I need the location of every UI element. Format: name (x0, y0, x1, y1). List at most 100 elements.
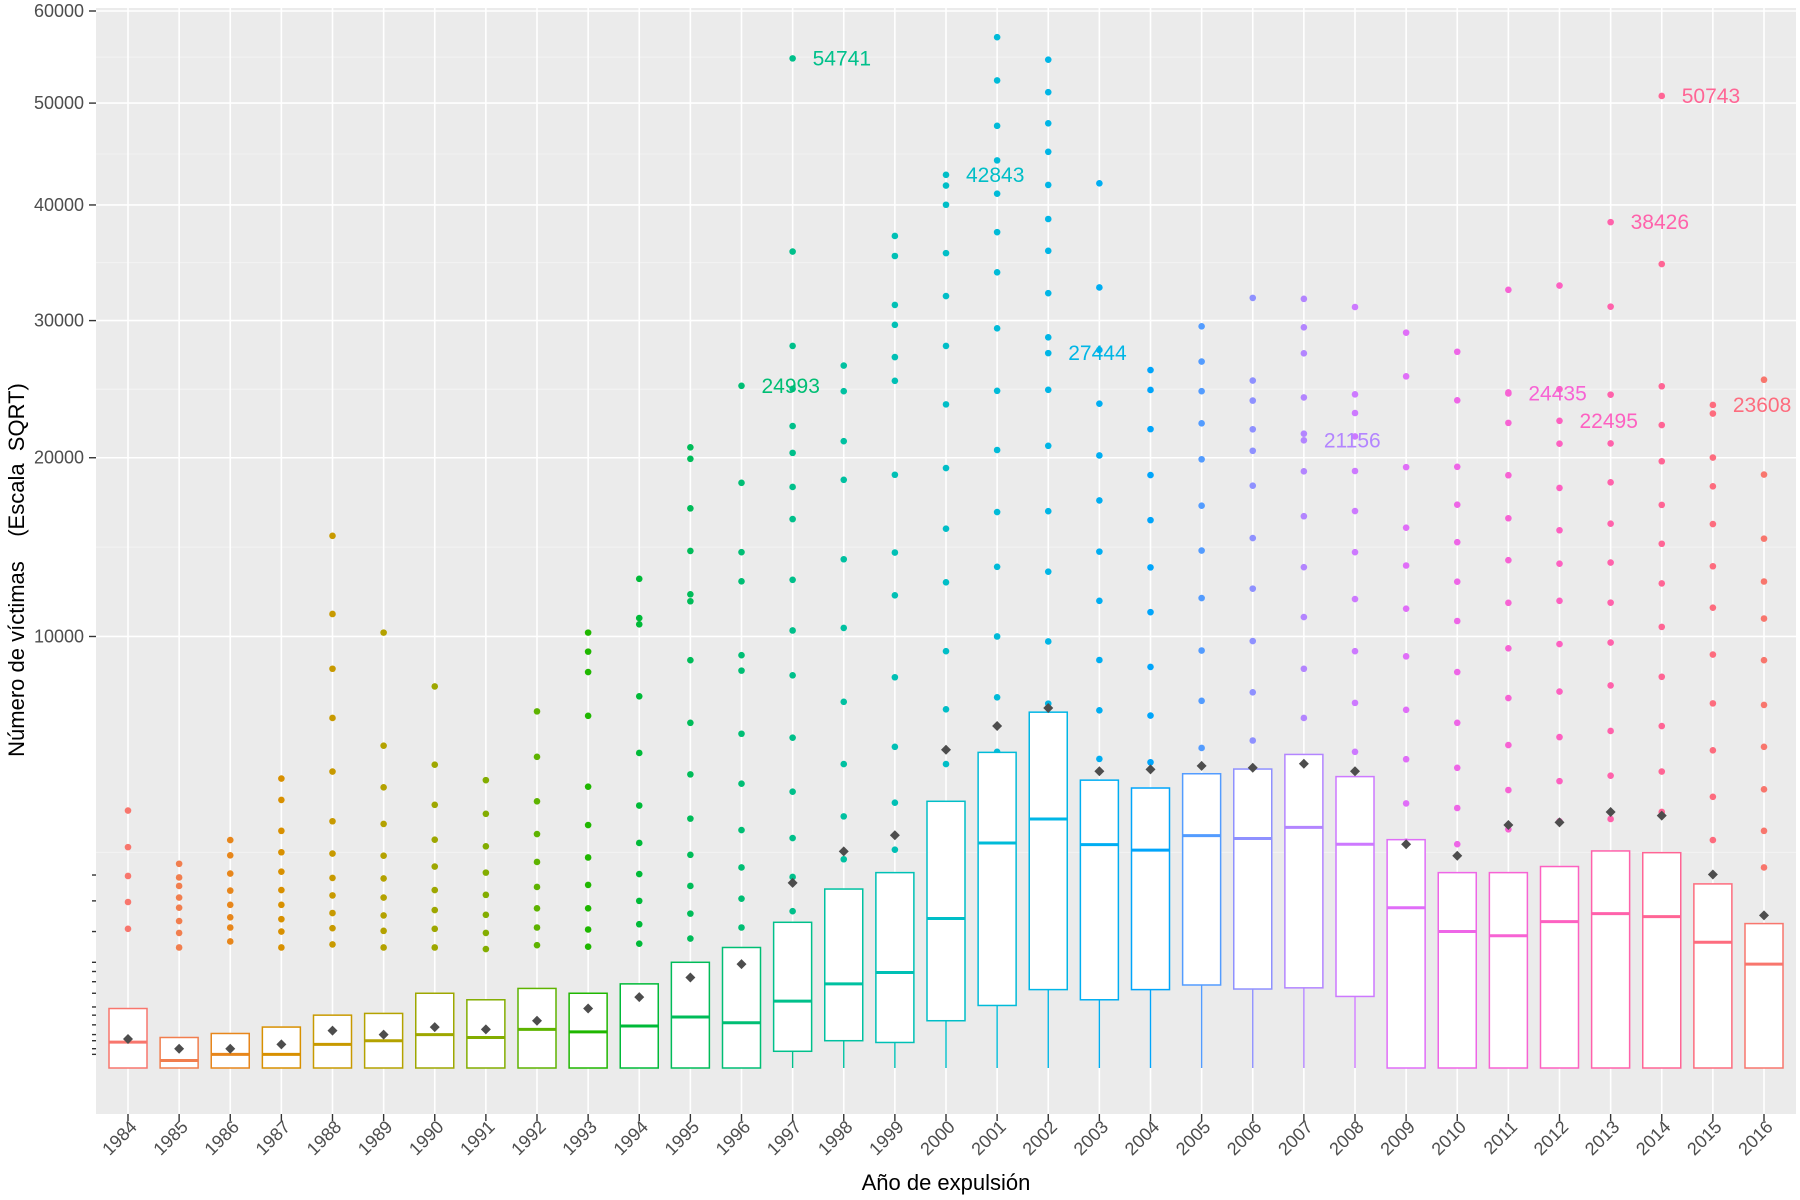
outlier-point (1044, 247, 1052, 255)
outlier-label-2012: 22495 (1580, 410, 1638, 433)
outlier-point (687, 935, 694, 942)
outlier-point (329, 924, 336, 932)
outlier-point (482, 776, 490, 784)
outlier-point (891, 353, 899, 361)
outlier-point (1096, 656, 1103, 664)
outlier-point (789, 55, 796, 62)
outlier-point (1147, 564, 1154, 571)
outlier-point (789, 449, 796, 457)
box-2007 (1284, 295, 1324, 1068)
y-tick-label: 20000 (34, 448, 84, 468)
box-1986 (210, 836, 250, 1069)
outlier-point (942, 292, 950, 300)
outlier-point (1300, 714, 1308, 722)
outlier-point (278, 886, 285, 894)
outlier-point (1658, 580, 1666, 587)
outlier-point (1556, 733, 1563, 741)
outlier-point (1607, 520, 1614, 528)
outlier-point (584, 821, 592, 829)
outlier-point (993, 387, 1001, 395)
outlier-point (789, 672, 796, 679)
outlier-point (1453, 538, 1461, 546)
outlier-point (1453, 804, 1461, 812)
outlier-point (738, 924, 745, 931)
outlier-point (891, 471, 899, 479)
mean-marker (327, 1025, 338, 1036)
mean-marker (1554, 817, 1565, 828)
box-1997 (772, 55, 813, 1068)
outlier-point (380, 944, 387, 951)
outlier-point (993, 508, 1001, 516)
outlier-point (1709, 410, 1717, 417)
mean-marker (1759, 910, 1769, 921)
outlier-point (175, 929, 183, 937)
outlier-point (1402, 755, 1410, 763)
outlier-point (1453, 719, 1461, 727)
outlier-point (1402, 800, 1410, 807)
outlier-point (1198, 502, 1205, 509)
outlier-point (1402, 562, 1410, 569)
outlier-label-2000: 42843 (966, 164, 1024, 187)
x-tick-label: 1988 (303, 1117, 345, 1159)
y-tick-label: 10000 (34, 626, 84, 646)
mean-marker (480, 1024, 491, 1035)
outlier-point (789, 576, 796, 584)
outlier-label-1997: 54741 (813, 47, 871, 70)
x-tick-label: 2016 (1734, 1117, 1776, 1159)
mean-marker (1196, 760, 1207, 771)
box-2005 (1181, 323, 1222, 1068)
outlier-point (1351, 391, 1359, 398)
outlier-point (533, 858, 541, 866)
x-tick-label: 1996 (712, 1117, 754, 1159)
box-rect (1539, 865, 1580, 1069)
outlier-point (891, 799, 899, 806)
outlier-point (1096, 707, 1103, 714)
outlier-point (1658, 382, 1666, 390)
outlier-point (1096, 284, 1103, 291)
outlier-point (993, 228, 1001, 236)
outlier-point (1505, 419, 1512, 427)
outlier-point (1147, 386, 1154, 394)
outlier-point (1607, 303, 1614, 310)
outlier-point (1709, 520, 1717, 528)
mean-marker (1401, 839, 1412, 850)
outlier-point (1147, 425, 1154, 433)
outlier-point (380, 629, 387, 636)
outlier-point (840, 760, 848, 768)
outlier-point (1044, 148, 1052, 156)
outlier-point (1300, 665, 1308, 673)
mean-marker (1145, 764, 1156, 775)
outlier-point (1607, 218, 1614, 226)
x-tick-label: 2005 (1172, 1117, 1214, 1159)
outlier-point (635, 940, 643, 947)
outlier-point (687, 444, 694, 451)
outlier-point (1760, 578, 1768, 585)
outlier-point (1607, 772, 1614, 779)
outlier-point (1453, 668, 1461, 676)
box-2002 (1028, 56, 1068, 1068)
outlier-point (1147, 712, 1154, 719)
outlier-point (789, 385, 796, 393)
outlier-point (635, 920, 643, 928)
outlier-point (584, 904, 592, 912)
outlier-point (891, 846, 899, 853)
outlier-point (584, 854, 592, 861)
outlier-point (1556, 385, 1563, 393)
box-rect (1642, 851, 1682, 1069)
mean-marker (1452, 850, 1463, 861)
mean-marker (583, 1003, 594, 1014)
outlier-point (1505, 514, 1512, 522)
outlier-point (1453, 840, 1461, 848)
outlier-point (1198, 697, 1205, 705)
outlier-point (1658, 540, 1666, 548)
x-tick-label: 1998 (814, 1117, 856, 1159)
outlier-point (584, 926, 592, 933)
outlier-point (1709, 651, 1717, 658)
x-tick-label: 2001 (967, 1117, 1009, 1159)
outlier-point (1249, 377, 1257, 384)
outlier-point (1249, 737, 1257, 744)
x-tick-label: 2014 (1632, 1117, 1674, 1159)
outlier-point (1556, 484, 1563, 492)
outlier-point (1096, 497, 1103, 504)
outlier-point (942, 760, 950, 768)
